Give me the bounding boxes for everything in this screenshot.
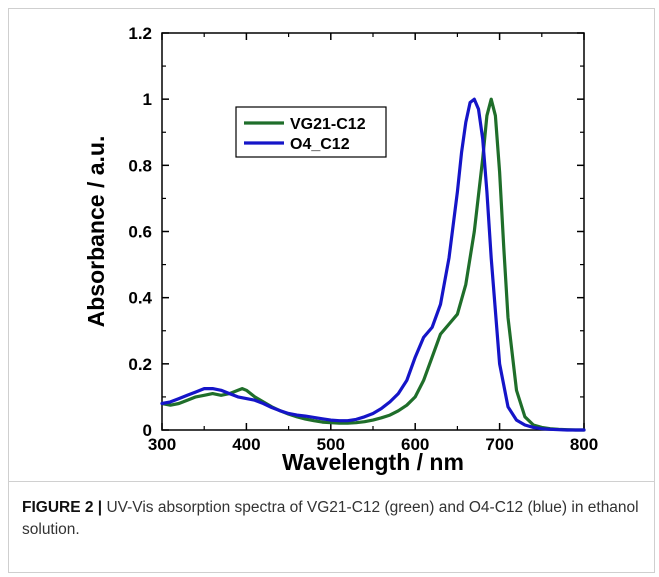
axes: 300 400 500 600 700 800 0 0.2 0.4 0.6 0.8 1 1.2 bbox=[128, 24, 598, 454]
caption-text: UV-Vis absorption spectra of VG21-C12 (g… bbox=[22, 499, 639, 538]
series-line-o4-c12 bbox=[160, 97, 586, 432]
x-axis-title: Wavelength / nm bbox=[282, 449, 464, 475]
x-tick-label: 700 bbox=[485, 435, 513, 454]
y-tick-label: 0.4 bbox=[128, 289, 152, 308]
y-axis-title: Absorbance / a.u. bbox=[83, 136, 109, 328]
legend-box bbox=[235, 106, 387, 158]
caption-label: FIGURE 2 | bbox=[22, 499, 103, 516]
y-tick-label: 1.2 bbox=[128, 24, 152, 43]
figure-caption: FIGURE 2 | UV-Vis absorption spectra of … bbox=[22, 497, 642, 541]
y-tick-label: 0.2 bbox=[128, 355, 152, 374]
legend-label: O4_C12 bbox=[290, 136, 350, 153]
series-lines bbox=[160, 97, 586, 432]
series-line-vg21-c12 bbox=[160, 97, 586, 432]
x-tick-label: 600 bbox=[401, 435, 429, 454]
x-tick-label: 800 bbox=[570, 435, 598, 454]
absorption-chart: 300 400 500 600 700 800 0 0.2 0.4 0.6 0.8 1 1.2 VG21… bbox=[83, 24, 598, 475]
y-tick-label: 1 bbox=[143, 90, 152, 109]
x-tick-label: 500 bbox=[317, 435, 345, 454]
x-tick-label: 300 bbox=[148, 435, 176, 454]
figure-frame bbox=[8, 8, 655, 573]
caption-divider bbox=[8, 481, 655, 482]
legend: VG21-C12 O4_C12 bbox=[235, 106, 387, 158]
y-tick-label: 0 bbox=[143, 421, 152, 440]
plot-area-border bbox=[161, 32, 585, 431]
legend-label: VG21-C12 bbox=[290, 116, 366, 133]
y-tick-label: 0.6 bbox=[128, 223, 152, 242]
y-tick-label: 0.8 bbox=[128, 156, 152, 175]
x-tick-label: 400 bbox=[232, 435, 260, 454]
